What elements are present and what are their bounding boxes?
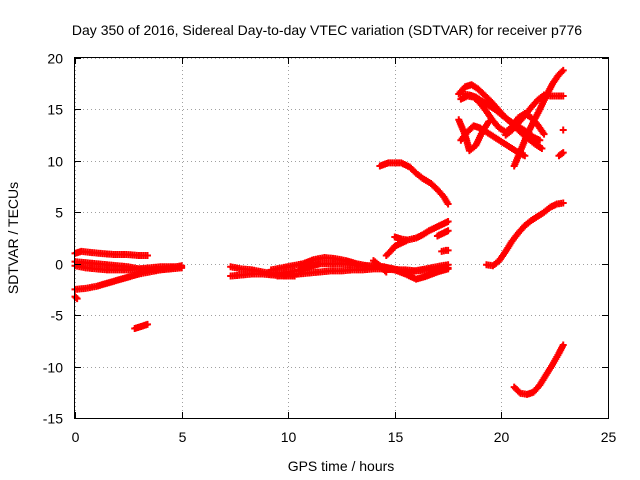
series-trace-23 [510,66,567,170]
series-trace-14 [391,233,412,244]
series-trace-3 [71,264,186,293]
y-tick-label: -5 [51,308,64,324]
series-trace-25 [510,341,567,398]
series-trace-0 [71,247,151,259]
data-point [559,341,567,349]
data-point [444,227,452,235]
data-points [71,66,567,398]
series-trace-21 [457,122,529,160]
y-tick-label: 15 [47,102,63,118]
data-point [143,320,151,328]
series-trace-11 [369,257,390,276]
data-point [444,265,452,273]
x-tick-label: 20 [494,429,510,445]
series-trace-26 [555,149,567,160]
data-point [485,118,493,126]
data-point [143,251,151,259]
data-point [559,126,567,134]
x-tick-label: 15 [388,429,404,445]
y-tick-label: 5 [55,205,63,221]
x-tick-label: 5 [179,429,187,445]
y-tick-label: 20 [47,51,63,67]
ticks-layer [75,58,609,419]
data-point [178,264,186,272]
chart-title: Day 350 of 2016, Sidereal Day-to-day VTE… [72,22,582,38]
data-point [444,218,452,226]
x-tick-label: 10 [281,429,297,445]
data-point [540,130,548,138]
series-trace-5 [131,320,151,333]
data-point [559,92,567,100]
data-point [521,152,529,160]
plot-frame [74,57,609,419]
data-point [444,200,452,208]
data-point [559,149,567,157]
x-axis-label: GPS time / hours [288,458,395,474]
x-tick-label: 25 [601,429,617,445]
data-point [444,246,452,254]
data-point [382,268,390,276]
data-point [381,267,389,275]
y-axis-label: SDTVAR / TECUs [5,182,21,294]
data-point [536,136,544,144]
x-tick-labels: 0 5 10 15 20 25 [72,429,617,445]
series-trace-12 [376,159,452,208]
series-trace-16 [438,246,452,255]
series-trace-4 [71,293,81,303]
series-trace-24 [482,199,567,270]
y-tick-label: -10 [43,360,63,376]
y-tick-labels: -15 -10 -5 0 5 10 15 20 [43,51,63,427]
data-point [404,236,412,244]
data-point [559,66,567,74]
data-point [72,294,80,302]
x-tick-label: 0 [72,429,80,445]
data-point [559,199,567,207]
data-point [538,145,546,153]
series-trace-15 [433,227,452,240]
y-tick-label: -15 [43,411,63,427]
y-tick-label: 10 [47,154,63,170]
y-tick-label: 0 [55,257,63,273]
series-trace-27 [559,126,567,134]
